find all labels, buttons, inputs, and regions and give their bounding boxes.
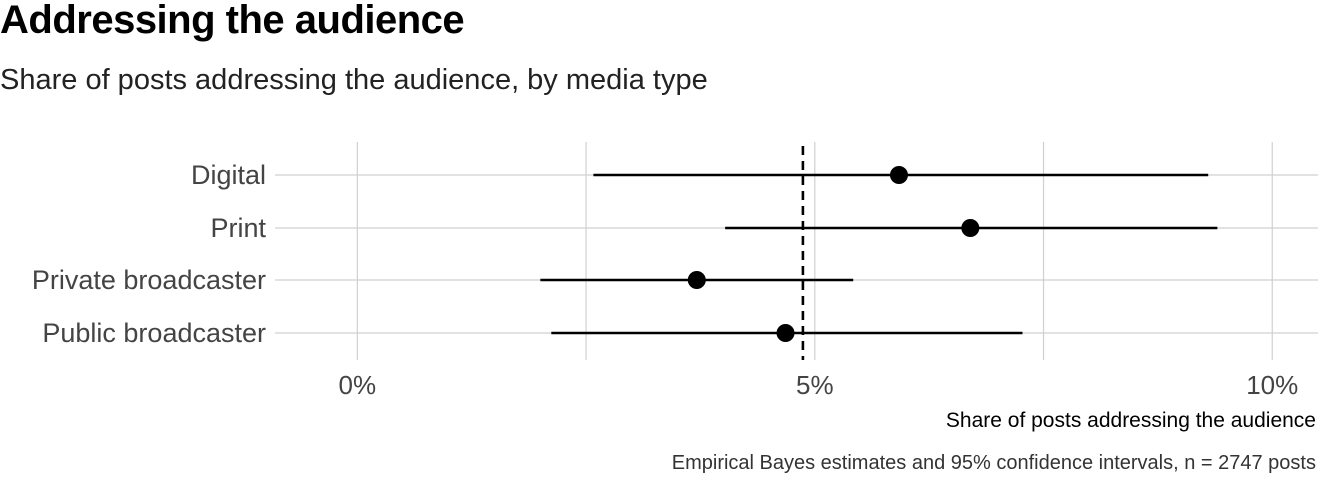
point-estimate bbox=[889, 166, 908, 184]
x-axis-title: Share of posts addressing the audience bbox=[946, 409, 1316, 432]
point-estimate bbox=[776, 324, 795, 342]
chart-title: Addressing the audience bbox=[0, 0, 465, 42]
point-estimate bbox=[687, 271, 706, 289]
y-tick-label: Private broadcaster bbox=[32, 265, 266, 295]
x-tick-label: 0% bbox=[339, 370, 377, 400]
y-tick-label: Digital bbox=[191, 160, 266, 190]
y-tick-label: Public broadcaster bbox=[42, 318, 266, 348]
x-tick-label: 5% bbox=[796, 370, 834, 400]
point-layer bbox=[687, 166, 980, 342]
interval-layer bbox=[540, 173, 1218, 335]
chart-caption: Empirical Bayes estimates and 95% confid… bbox=[671, 452, 1316, 474]
point-estimate bbox=[961, 219, 980, 237]
y-tick-label: Print bbox=[210, 213, 266, 243]
x-tick-label: 10% bbox=[1246, 370, 1298, 400]
label-layer: 0% 5% 10% Digital Print Private broadcaster Pu… bbox=[32, 160, 1298, 400]
chart-subtitle: Share of posts addressing the audience, … bbox=[0, 64, 708, 96]
